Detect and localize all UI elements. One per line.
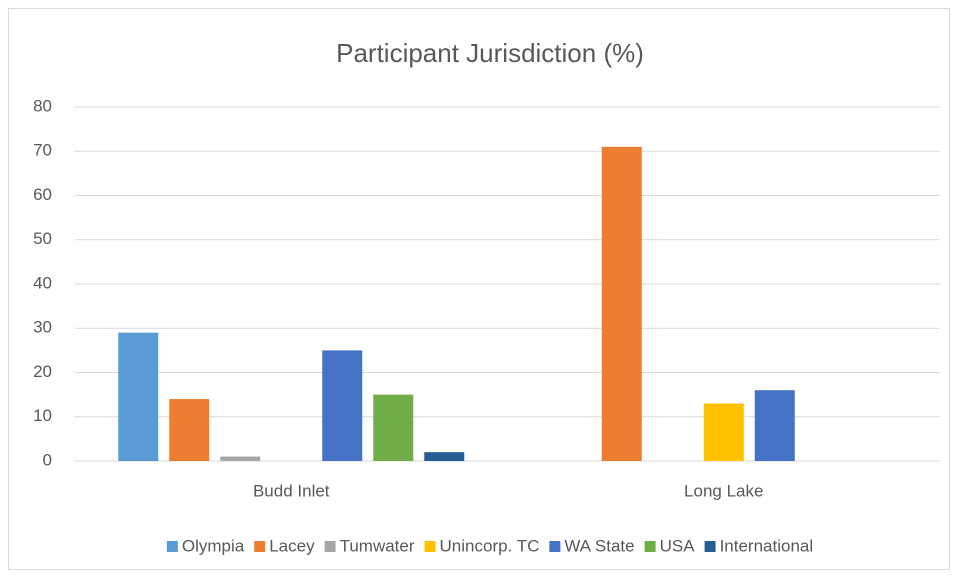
legend-label: Lacey (269, 536, 315, 555)
legend-label: Unincorp. TC (440, 536, 540, 555)
bar (220, 456, 261, 461)
legend-swatch (644, 541, 656, 552)
y-tick-label: 40 (33, 273, 52, 292)
legend-swatch (166, 541, 178, 552)
y-tick-label: 60 (33, 185, 52, 204)
y-tick-label: 10 (33, 406, 52, 425)
bar (169, 399, 210, 461)
bar (373, 394, 414, 461)
chart-border (8, 8, 950, 570)
legend-label: WA State (564, 536, 634, 555)
legend-label: International (720, 536, 814, 555)
legend-swatch (424, 541, 436, 552)
legend-label: Olympia (182, 536, 245, 555)
y-tick-label: 20 (33, 362, 52, 381)
y-tick-label: 50 (33, 229, 52, 248)
legend-swatch (254, 541, 266, 552)
bar (424, 452, 465, 461)
y-tick-label: 30 (33, 318, 52, 337)
bar (703, 403, 744, 461)
y-tick-label: 80 (33, 96, 52, 115)
y-tick-label: 0 (43, 450, 52, 469)
bar (754, 390, 795, 461)
bar (601, 146, 642, 461)
y-tick-label: 70 (33, 141, 52, 160)
bar (118, 332, 159, 461)
bar (322, 350, 363, 461)
x-tick-label: Budd Inlet (253, 481, 330, 500)
legend-label: Tumwater (340, 536, 415, 555)
legend-swatch (549, 541, 561, 552)
x-tick-label: Long Lake (684, 481, 763, 500)
chart-title: Participant Jurisdiction (%) (336, 38, 644, 68)
legend-swatch (324, 541, 336, 552)
legend-swatch (704, 541, 716, 552)
legend-label: USA (660, 536, 696, 555)
